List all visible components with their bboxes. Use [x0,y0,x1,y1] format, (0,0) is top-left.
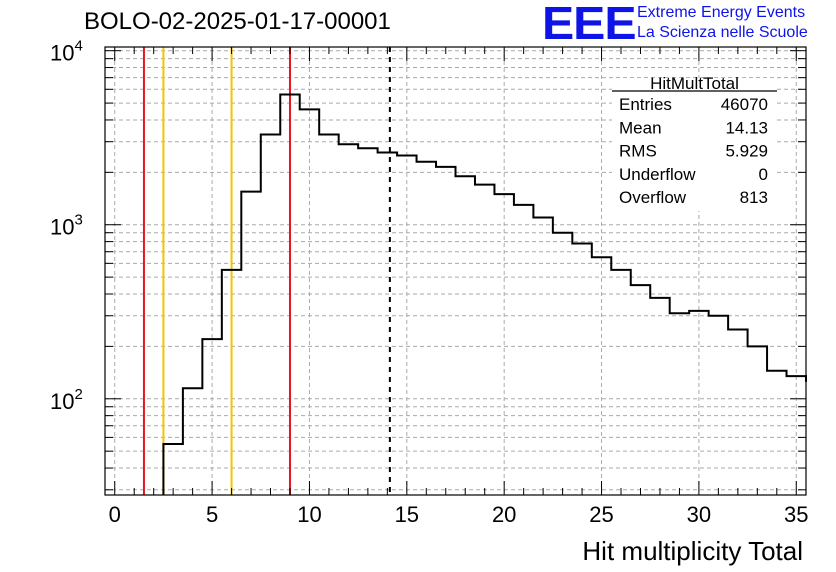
stats-value: 0 [759,165,768,184]
stats-label: RMS [619,142,657,161]
stats-label: Entries [619,95,672,114]
stats-box [612,78,777,211]
y-tick-label: 104 [50,38,83,66]
stats-value: 813 [740,188,768,207]
x-tick-label: 35 [784,502,808,527]
x-tick-label: 15 [395,502,419,527]
histogram-series [162,93,807,495]
x-tick-label: 0 [109,502,121,527]
stats-title: HitMultTotal [650,74,739,93]
x-axis-label: Hit multiplicity Total [582,536,803,566]
y-tick-label: 102 [50,386,83,414]
stats-label: Underflow [619,165,696,184]
x-tick-label: 20 [492,502,516,527]
x-tick-label: 30 [687,502,711,527]
plot-frame [104,46,807,496]
stats-label: Mean [619,118,662,137]
stats-value: 14.13 [725,118,768,137]
logo-line-2: La Scienza nelle Scuole [637,24,808,41]
x-tick-label: 10 [297,502,321,527]
stats-value: 5.929 [725,142,768,161]
stats-label: Overflow [619,188,687,207]
logo-line-1: Extreme Energy Events [637,4,806,21]
chart-title: BOLO-02-2025-01-17-00001 [84,8,391,35]
x-tick-label: 25 [589,502,613,527]
logo-mark: EEE [542,0,637,49]
y-tick-label: 103 [50,212,83,240]
stats-value: 46070 [721,95,768,114]
x-tick-label: 5 [206,502,218,527]
